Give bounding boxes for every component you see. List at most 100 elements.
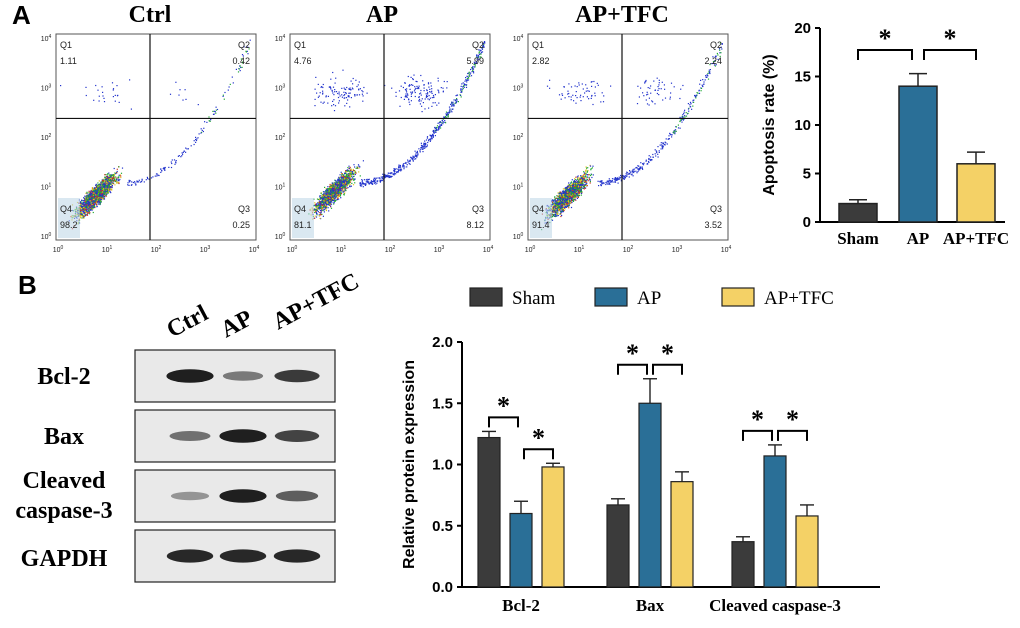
flow-event-dot: [412, 78, 414, 81]
flow-event-dot: [455, 99, 457, 101]
flow-event-dot: [349, 181, 351, 183]
flow-event-dot: [104, 179, 106, 181]
flow-event-dot: [418, 87, 420, 90]
flow-event-dot: [320, 214, 322, 216]
flow-event-dot: [408, 162, 410, 165]
flow-event-dot: [336, 180, 338, 182]
flow-event-dot: [453, 103, 455, 105]
flow-event-dot: [101, 179, 103, 181]
flow-event-dot: [398, 165, 400, 167]
flow-event-dot: [395, 95, 397, 97]
flow-event-dot: [334, 182, 336, 184]
flow-event-dot: [155, 173, 158, 175]
flow-event-dot: [409, 159, 411, 161]
flow-event-dot: [108, 183, 110, 185]
flow-event-dot: [405, 162, 407, 164]
flow-event-dot: [88, 196, 90, 198]
flow-event-dot: [387, 172, 389, 174]
flow-event-dot: [324, 201, 327, 203]
flow-event-dot: [96, 185, 98, 187]
flow-event-dot: [320, 212, 322, 214]
flow-event-dot: [344, 94, 346, 96]
flow-event-dot: [461, 90, 463, 92]
flow-event-dot: [91, 202, 94, 204]
flow-event-dot: [114, 173, 116, 175]
flow-event-dot: [586, 182, 588, 185]
flow-event-dot: [99, 193, 101, 195]
flow-event-dot: [344, 192, 346, 194]
flow-event-dot: [89, 196, 91, 198]
flow-event-dot: [118, 101, 120, 103]
flow-event-dot: [316, 203, 318, 205]
flow-event-dot: [316, 92, 318, 94]
flow-event-dot: [429, 88, 431, 90]
flow-event-dot: [201, 131, 203, 133]
flow-event-dot: [84, 213, 86, 215]
flow-event-dot: [475, 61, 477, 63]
flow-event-dot: [327, 207, 329, 209]
flow-event-dot: [115, 179, 118, 181]
flow-event-dot: [421, 105, 423, 107]
flow-event-dot: [435, 129, 438, 131]
flow-event-dot: [420, 148, 422, 150]
flow-event-dot: [349, 174, 351, 176]
flow-event-dot: [92, 192, 94, 194]
flow-event-dot: [356, 85, 358, 88]
flow-event-dot: [333, 183, 335, 185]
flow-q4-label: Q4: [294, 204, 306, 214]
flow-event-dot: [344, 177, 346, 179]
flow-event-dot: [93, 207, 95, 209]
flow-event-dot: [412, 159, 414, 161]
flow-event-dot: [432, 134, 434, 136]
flow-event-dot: [446, 81, 448, 83]
flow-event-dot: [435, 131, 437, 133]
flow-event-dot: [464, 80, 466, 82]
flow-event-dot: [447, 112, 449, 114]
flow-event-dot: [95, 184, 97, 186]
flow-event-dot: [328, 190, 330, 192]
flow-event-dot: [212, 110, 214, 112]
flow-event-dot: [128, 181, 130, 183]
flow-event-dot: [480, 56, 482, 58]
flow-event-dot: [477, 55, 479, 57]
flow-event-dot: [323, 196, 325, 198]
flow-event-dot: [338, 187, 340, 189]
flow-event-dot: [344, 178, 346, 180]
flow-event-dot: [350, 185, 352, 187]
flow-event-dot: [116, 182, 118, 184]
flow-event-dot: [101, 195, 103, 197]
flow-event-dot: [400, 85, 402, 87]
flow-event-dot: [388, 175, 390, 177]
flow-event-dot: [450, 103, 452, 105]
flow-event-dot: [329, 86, 331, 88]
flow-event-dot: [459, 94, 461, 96]
flow-event-dot: [414, 88, 416, 90]
flow-event-dot: [355, 79, 357, 81]
flow-event-dot: [87, 199, 89, 201]
flow-event-dot: [94, 191, 97, 193]
flow-event-dot: [343, 178, 345, 180]
flow-event-dot: [450, 110, 452, 112]
flow-event-dot: [429, 140, 431, 142]
flow-event-dot: [345, 184, 347, 186]
flow-event-dot: [96, 194, 98, 196]
flow-event-dot: [404, 166, 406, 168]
flow-event-dot: [320, 195, 322, 197]
flow-event-dot: [111, 178, 113, 180]
flow-event-dot: [114, 100, 116, 102]
flow-event-dot: [438, 90, 440, 92]
flow-event-dot: [443, 80, 445, 83]
flow-event-dot: [108, 177, 110, 180]
flow-event-dot: [400, 96, 402, 99]
flow-event-dot: [554, 198, 556, 200]
flow-event-dot: [339, 95, 341, 97]
flow-event-dot: [178, 94, 180, 96]
flow-event-dot: [582, 177, 584, 179]
flow-event-dot: [348, 175, 350, 177]
flow-event-dot: [431, 134, 433, 136]
flow-event-dot: [420, 94, 422, 96]
flow-event-dot: [134, 182, 136, 184]
flow-event-dot: [145, 179, 147, 181]
flow-event-dot: [428, 139, 430, 141]
flow-event-dot: [91, 204, 93, 206]
